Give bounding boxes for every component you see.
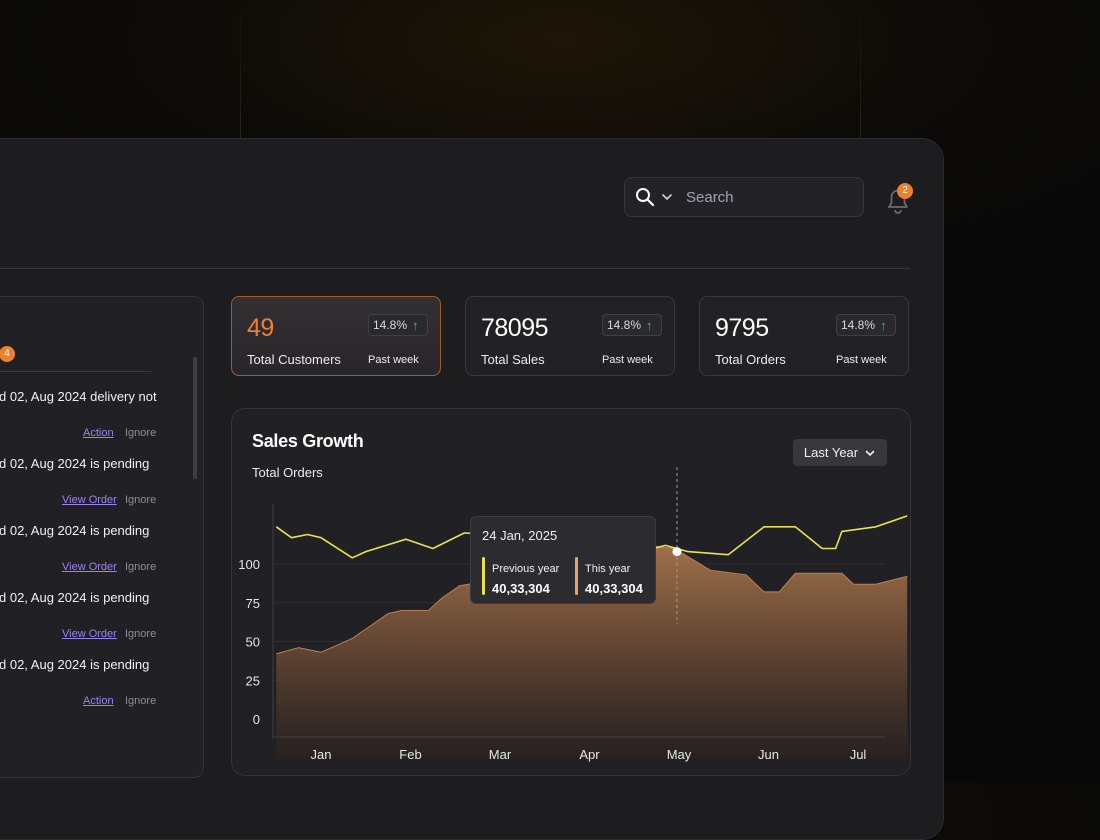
notification-text: d 02, Aug 2024 delivery not — [0, 389, 157, 404]
background-grid-line — [240, 0, 241, 138]
tooltip-previous-label: Previous year — [492, 563, 560, 575]
notification-item: d 02, Aug 2024 is pending Action Ignore — [0, 657, 191, 724]
stat-label: Total Customers — [247, 352, 341, 367]
notification-action-link[interactable]: Action — [83, 695, 114, 707]
stat-card-total-orders[interactable]: 9795 Total Orders 14.8% ↑ Past week — [699, 296, 909, 376]
search-bar[interactable] — [624, 177, 864, 217]
period-dropdown-label: Last Year — [803, 445, 859, 460]
search-scope-dropdown[interactable] — [635, 187, 674, 207]
sales-growth-chart[interactable]: 0 25 50 75 100 Jan Feb Mar Apr May Jun Jul — [232, 409, 911, 776]
tooltip-current-value: 40,33,304 — [585, 581, 643, 596]
notification-text: d 02, Aug 2024 is pending — [0, 523, 150, 538]
tooltip-current-label: This year — [585, 563, 631, 575]
sales-growth-card: Sales Growth Total Orders Last Year 0 25 5… — [231, 408, 911, 776]
y-tick-label: 50 — [246, 635, 260, 650]
notifications-scrollbar[interactable] — [193, 357, 197, 479]
stat-label: Total Sales — [481, 352, 545, 367]
x-tick-label: May — [667, 747, 692, 762]
stat-change-value: 14.8% — [607, 318, 642, 332]
header-divider — [0, 268, 910, 269]
stat-value: 78095 — [481, 314, 549, 342]
stat-label: Total Orders — [715, 352, 786, 367]
arrow-up-icon: ↑ — [646, 317, 653, 333]
previous-year-indicator — [482, 557, 485, 595]
notification-view-order-link[interactable]: View Order — [62, 561, 117, 573]
stat-period: Past week — [836, 354, 887, 366]
highlight-point — [672, 547, 682, 557]
x-tick-label: Jul — [850, 747, 867, 762]
search-input[interactable] — [684, 187, 848, 207]
x-tick-label: Apr — [579, 747, 600, 762]
chevron-down-icon — [662, 194, 672, 201]
y-tick-label: 0 — [253, 712, 260, 727]
notifications-count-badge: 4 — [0, 346, 15, 362]
notification-ignore-button[interactable]: Ignore — [125, 494, 157, 506]
notifications-card: 4 d 02, Aug 2024 delivery not Action Ign… — [0, 296, 204, 778]
x-tick-label: Mar — [489, 747, 512, 762]
notification-text: d 02, Aug 2024 is pending — [0, 590, 150, 605]
chart-subtitle: Total Orders — [252, 465, 323, 480]
stat-change-badge: 14.8% ↑ — [836, 314, 896, 336]
stat-value: 49 — [247, 314, 274, 342]
notification-action-link[interactable]: Action — [83, 427, 114, 439]
notification-item: d 02, Aug 2024 is pending View Order Ign… — [0, 523, 191, 590]
arrow-up-icon: ↑ — [880, 317, 887, 333]
stat-change-value: 14.8% — [373, 318, 408, 332]
notification-count-badge: 2 — [897, 183, 913, 199]
stat-card-total-customers[interactable]: 49 Total Customers 14.8% ↑ Past week — [231, 296, 441, 376]
stat-change-badge: 14.8% ↑ — [602, 314, 662, 336]
this-year-area — [276, 545, 908, 759]
stat-card-total-sales[interactable]: 78095 Total Sales 14.8% ↑ Past week — [465, 296, 675, 376]
background-grid-line — [860, 0, 861, 138]
notification-ignore-button[interactable]: Ignore — [125, 427, 157, 439]
y-tick-label: 100 — [238, 557, 260, 572]
stat-period: Past week — [368, 354, 419, 366]
notification-view-order-link[interactable]: View Order — [62, 628, 117, 640]
stat-change-value: 14.8% — [841, 318, 876, 332]
y-tick-label: 25 — [246, 673, 260, 688]
notification-text: d 02, Aug 2024 is pending — [0, 456, 150, 471]
y-tick-label: 75 — [246, 596, 260, 611]
this-year-indicator — [575, 557, 578, 595]
notifications-button[interactable]: 2 — [883, 183, 913, 215]
chart-tooltip: 24 Jan, 2025 Previous year 40,33,304 Thi… — [470, 516, 656, 604]
notification-text: d 02, Aug 2024 is pending — [0, 657, 150, 672]
arrow-up-icon: ↑ — [412, 317, 419, 333]
notification-item: d 02, Aug 2024 is pending View Order Ign… — [0, 456, 191, 523]
tooltip-date: 24 Jan, 2025 — [482, 528, 558, 543]
x-tick-label: Jun — [758, 747, 779, 762]
stat-value: 9795 — [715, 314, 769, 342]
notifications-divider — [0, 371, 151, 372]
chart-title: Sales Growth — [252, 431, 364, 451]
notification-ignore-button[interactable]: Ignore — [125, 561, 157, 573]
stat-change-badge: 14.8% ↑ — [368, 314, 428, 336]
notification-item: d 02, Aug 2024 delivery not Action Ignor… — [0, 389, 191, 456]
chevron-down-icon — [865, 450, 875, 456]
notification-view-order-link[interactable]: View Order — [62, 494, 117, 506]
search-icon — [636, 188, 655, 207]
notification-item: d 02, Aug 2024 is pending View Order Ign… — [0, 590, 191, 657]
x-tick-label: Jan — [311, 747, 332, 762]
tooltip-previous-value: 40,33,304 — [492, 581, 550, 596]
x-tick-label: Feb — [399, 747, 421, 762]
notification-ignore-button[interactable]: Ignore — [125, 695, 157, 707]
notification-ignore-button[interactable]: Ignore — [125, 628, 157, 640]
period-dropdown[interactable]: Last Year — [793, 439, 887, 466]
stat-period: Past week — [602, 354, 653, 366]
